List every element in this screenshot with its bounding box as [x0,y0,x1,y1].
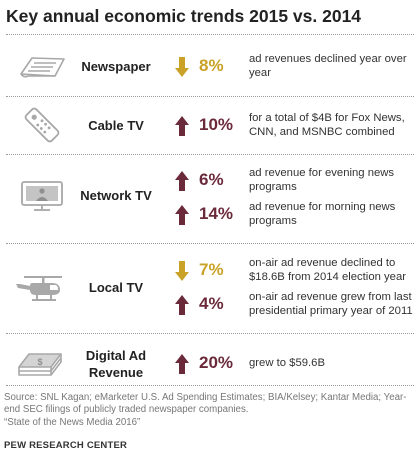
money-stack-icon: $ [16,346,64,378]
source-text: Source: SNL Kagan; eMarketer U.S. Ad Spe… [4,392,407,416]
brand-label: PEW RESEARCH CENTER [4,440,128,451]
percent-value: 10% [199,115,234,134]
up-arrow-icon [175,354,189,374]
percent-value: 6% [199,170,224,189]
category-label: Network TV [80,188,152,203]
up-arrow-icon [175,205,189,225]
description-text: grew to $59.6B [249,357,325,369]
category-label: Newspaper [81,59,151,74]
svg-text:$: $ [37,357,42,367]
percent-value: 8% [199,56,224,75]
newspaper-icon [18,54,66,80]
percent-value: 14% [199,204,234,223]
down-arrow-icon [175,261,189,281]
description-text: on-air ad revenue declined to $18.6B fro… [249,257,406,283]
description-text: ad revenues declined year over year [249,53,407,79]
report-name: “State of the News Media 2016” [4,416,141,428]
percent-value: 7% [199,260,224,279]
separator [6,333,414,334]
description-text: ad revenue for morning news programs [249,201,396,227]
separator [6,34,414,35]
separator [6,385,414,386]
up-arrow-icon [175,116,189,136]
separator [6,154,414,155]
down-arrow-icon [175,57,189,77]
separator [6,96,414,97]
percent-value: 20% [199,353,234,372]
source-note: Source: SNL Kagan; eMarketer U.S. Ad Spe… [4,392,418,429]
remote-control-icon [22,106,62,144]
description-text: for a total of $4B for Fox News, CNN, an… [249,112,405,138]
separator [6,243,414,244]
category-label: Cable TV [88,118,144,133]
category-label: Digital Ad Revenue [85,348,147,380]
percent-value: 4% [199,294,224,313]
tv-monitor-icon [20,180,64,212]
page-title: Key annual economic trends 2015 vs. 2014 [6,6,362,26]
category-label: Local TV [88,280,144,295]
description-text: on-air ad revenue grew from last preside… [249,291,413,317]
up-arrow-icon [175,295,189,315]
helicopter-icon [14,274,66,302]
description-text: ad revenue for evening news programs [249,167,395,193]
up-arrow-icon [175,171,189,191]
